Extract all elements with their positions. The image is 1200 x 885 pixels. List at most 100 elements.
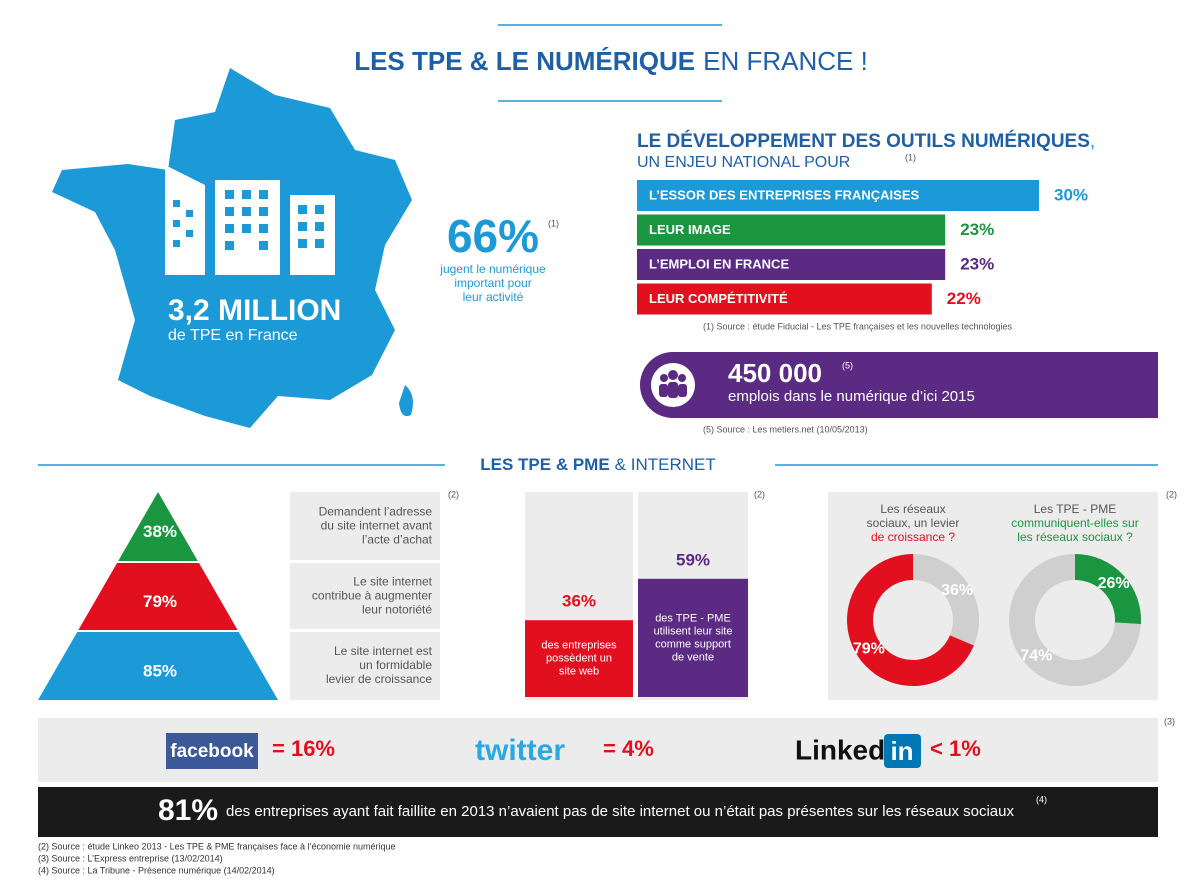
donut-title: Les réseaux xyxy=(880,502,945,516)
internet-title: LES TPE & PME & INTERNET xyxy=(480,455,715,474)
highlight-value: 66% xyxy=(447,210,539,262)
pyramid-text-bg xyxy=(290,563,440,629)
donuts-note: (2) xyxy=(1166,489,1177,499)
map-value: 3,2 MILLION xyxy=(168,294,341,327)
facebook-brand: facebook xyxy=(170,741,254,762)
donut-label: 74% xyxy=(1020,647,1052,664)
jobs-note: (5) xyxy=(842,360,853,370)
footer-text: des entreprises ayant fait faillite en 2… xyxy=(226,803,1014,820)
donut-segment xyxy=(847,554,974,687)
footer-source: (3) Source : L’Express entreprise (13/02… xyxy=(38,853,223,863)
twitter-stat: = 4% xyxy=(603,736,654,761)
columns-note: (2) xyxy=(754,489,765,499)
donut-title: de croissance ? xyxy=(871,530,955,544)
linkedin-box-text: in xyxy=(890,736,913,766)
dev-title-part: , xyxy=(1090,131,1095,152)
footer-value: 81% xyxy=(158,794,218,827)
pyramid-text-bg xyxy=(290,632,440,700)
dev-source: (1) Source : étude Fiducial - Les TPE fr… xyxy=(703,321,1012,331)
dev-title: LE DÉVELOPPEMENT DES OUTILS NUMÉRIQUES, xyxy=(637,130,1095,152)
pyramid-level xyxy=(38,632,278,700)
facebook-logo xyxy=(166,733,258,769)
dev-bar xyxy=(637,214,946,246)
dev-bar-value: 23% xyxy=(960,220,994,239)
highlight-note: (1) xyxy=(548,218,559,228)
donut-title: Les TPE - PME xyxy=(1034,502,1116,516)
jobs-label: emplois dans le numérique d’ici 2015 xyxy=(728,388,975,405)
pyramid-text-bg xyxy=(290,492,440,560)
pyramid-text: Demandent l’adresse xyxy=(319,505,433,519)
dev-bar xyxy=(637,283,932,315)
social-note: (3) xyxy=(1164,716,1175,726)
donut-segment xyxy=(1008,554,1141,687)
pyramid-text: Le site internet xyxy=(353,575,432,589)
highlight-line: important pour xyxy=(454,276,531,290)
linkedin-box xyxy=(884,734,921,768)
pyramid-text: l’acte d’achat xyxy=(362,533,433,547)
windows xyxy=(173,190,324,250)
jobs-value: 450 000 xyxy=(728,358,822,388)
highlight-line: leur activité xyxy=(463,290,524,304)
dev-title-part: LE DÉVELOPPEMENT DES OUTILS NUMÉRIQUES xyxy=(637,130,1090,152)
footer-band xyxy=(38,787,1158,837)
linkedin-brand: Linked xyxy=(795,734,885,765)
donut-segment xyxy=(1075,554,1141,625)
dev-bar-label: L’EMPLOI EN FRANCE xyxy=(649,256,789,271)
map-label: de TPE en France xyxy=(168,327,298,344)
dev-bar-label: LEUR IMAGE xyxy=(649,222,731,237)
dev-bar-value: 23% xyxy=(960,254,994,273)
pyramid-text: contribue à augmenter xyxy=(312,589,432,603)
jobs-banner xyxy=(640,352,1158,418)
pyramid-level xyxy=(118,492,198,561)
column-value: 59% xyxy=(676,550,710,569)
pyramid-text: Le site internet est xyxy=(334,644,433,658)
column-text: site web xyxy=(559,666,599,678)
column-text: utilisent leur site xyxy=(654,625,733,637)
donut-label: 36% xyxy=(941,582,973,599)
pyramid-value: 79% xyxy=(143,592,177,611)
dev-bar xyxy=(637,180,1039,211)
internet-title-part: LES TPE & PME xyxy=(480,455,609,474)
pyramid-value: 38% xyxy=(143,522,177,541)
donut-title: communiquent-elles sur xyxy=(1011,516,1138,530)
pyramid-level xyxy=(78,563,238,630)
donut-title: sociaux, un levier xyxy=(867,516,960,530)
pyramid-text: leur notoriété xyxy=(362,603,432,617)
column-text: des entreprises xyxy=(541,640,617,652)
main-title-part: LES TPE & LE NUMÉRIQUE xyxy=(354,46,695,76)
column-text: de vente xyxy=(672,651,714,663)
people-icon xyxy=(659,370,687,398)
facebook-stat: = 16% xyxy=(272,736,335,761)
dev-bar-value: 22% xyxy=(947,289,981,308)
pyramid-text: du site internet avant xyxy=(321,519,433,533)
linkedin-stat: < 1% xyxy=(930,736,981,761)
pyramid-text: un formidable xyxy=(359,658,432,672)
footer-source: (2) Source : étude Linkeo 2013 - Les TPE… xyxy=(38,841,396,851)
dev-bar xyxy=(637,249,946,280)
donut-label: 79% xyxy=(853,641,885,658)
donut-segment xyxy=(913,554,979,646)
dev-bar-label: LEUR COMPÉTITIVITÉ xyxy=(649,291,788,306)
column-text: comme support xyxy=(655,638,731,650)
column-bar xyxy=(638,578,748,697)
jobs-source: (5) Source : Les metiers.net (10/05/2013… xyxy=(703,424,868,434)
column-value: 36% xyxy=(562,592,596,611)
dev-note: (1) xyxy=(905,152,916,162)
internet-title-part: & INTERNET xyxy=(615,455,716,474)
footer-source: (4) Source : La Tribune - Présence numér… xyxy=(38,865,275,875)
twitter-brand: twitter xyxy=(475,734,565,767)
donut-label: 26% xyxy=(1098,575,1130,592)
dev-bar-label: L’ESSOR DES ENTREPRISES FRANÇAISES xyxy=(649,187,919,202)
dev-bar-value: 30% xyxy=(1054,185,1088,204)
main-title: LES TPE & LE NUMÉRIQUE EN FRANCE ! xyxy=(354,46,868,76)
column-text: des TPE - PME xyxy=(655,612,731,624)
highlight-line: jugent le numérique xyxy=(439,262,546,276)
donut-title: les réseaux sociaux ? xyxy=(1017,530,1133,544)
corsica xyxy=(399,385,413,417)
pyramid-text: levier de croissance xyxy=(326,672,432,686)
pyramid-note: (2) xyxy=(448,489,459,499)
column-bar xyxy=(525,620,633,697)
footer-note: (4) xyxy=(1036,794,1047,804)
